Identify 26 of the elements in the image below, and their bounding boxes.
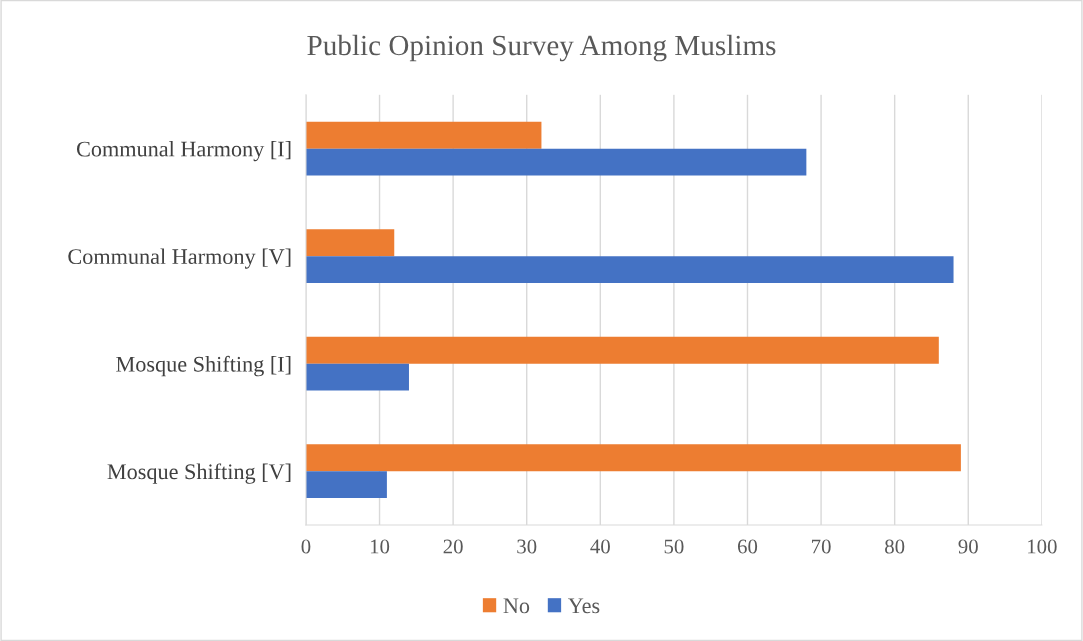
legend-label: Yes [568, 598, 600, 614]
y-tick-label: Communal Harmony [V] [68, 248, 291, 269]
bar [305, 471, 387, 499]
x-tick-label: 50 [664, 539, 684, 554]
x-tick-label: 100 [1028, 539, 1057, 554]
bar [305, 256, 954, 284]
y-tick-label: Mosque Shifting [V] [107, 463, 291, 484]
x-tick-label: 30 [517, 539, 537, 554]
y-tick-label: Mosque Shifting [I] [116, 355, 291, 377]
y-tick-label: Communal Harmony [I] [76, 140, 291, 162]
x-tick-label: 0 [301, 539, 311, 554]
bar [305, 336, 939, 364]
legend-label: No [503, 598, 530, 614]
x-tick-label: 70 [812, 539, 831, 554]
bar [305, 444, 961, 472]
x-tick-label: 20 [443, 539, 463, 554]
x-tick-label: 60 [737, 539, 758, 554]
bar [305, 229, 395, 257]
chart-title: Public Opinion Survey Among Muslims [307, 34, 776, 62]
x-tick-label: 10 [370, 539, 390, 554]
bar [305, 363, 409, 391]
x-tick-label: 80 [885, 539, 905, 554]
bar [305, 121, 542, 149]
x-tick-label: 40 [590, 539, 610, 554]
bar [305, 148, 807, 176]
x-tick-label: 90 [958, 539, 978, 554]
